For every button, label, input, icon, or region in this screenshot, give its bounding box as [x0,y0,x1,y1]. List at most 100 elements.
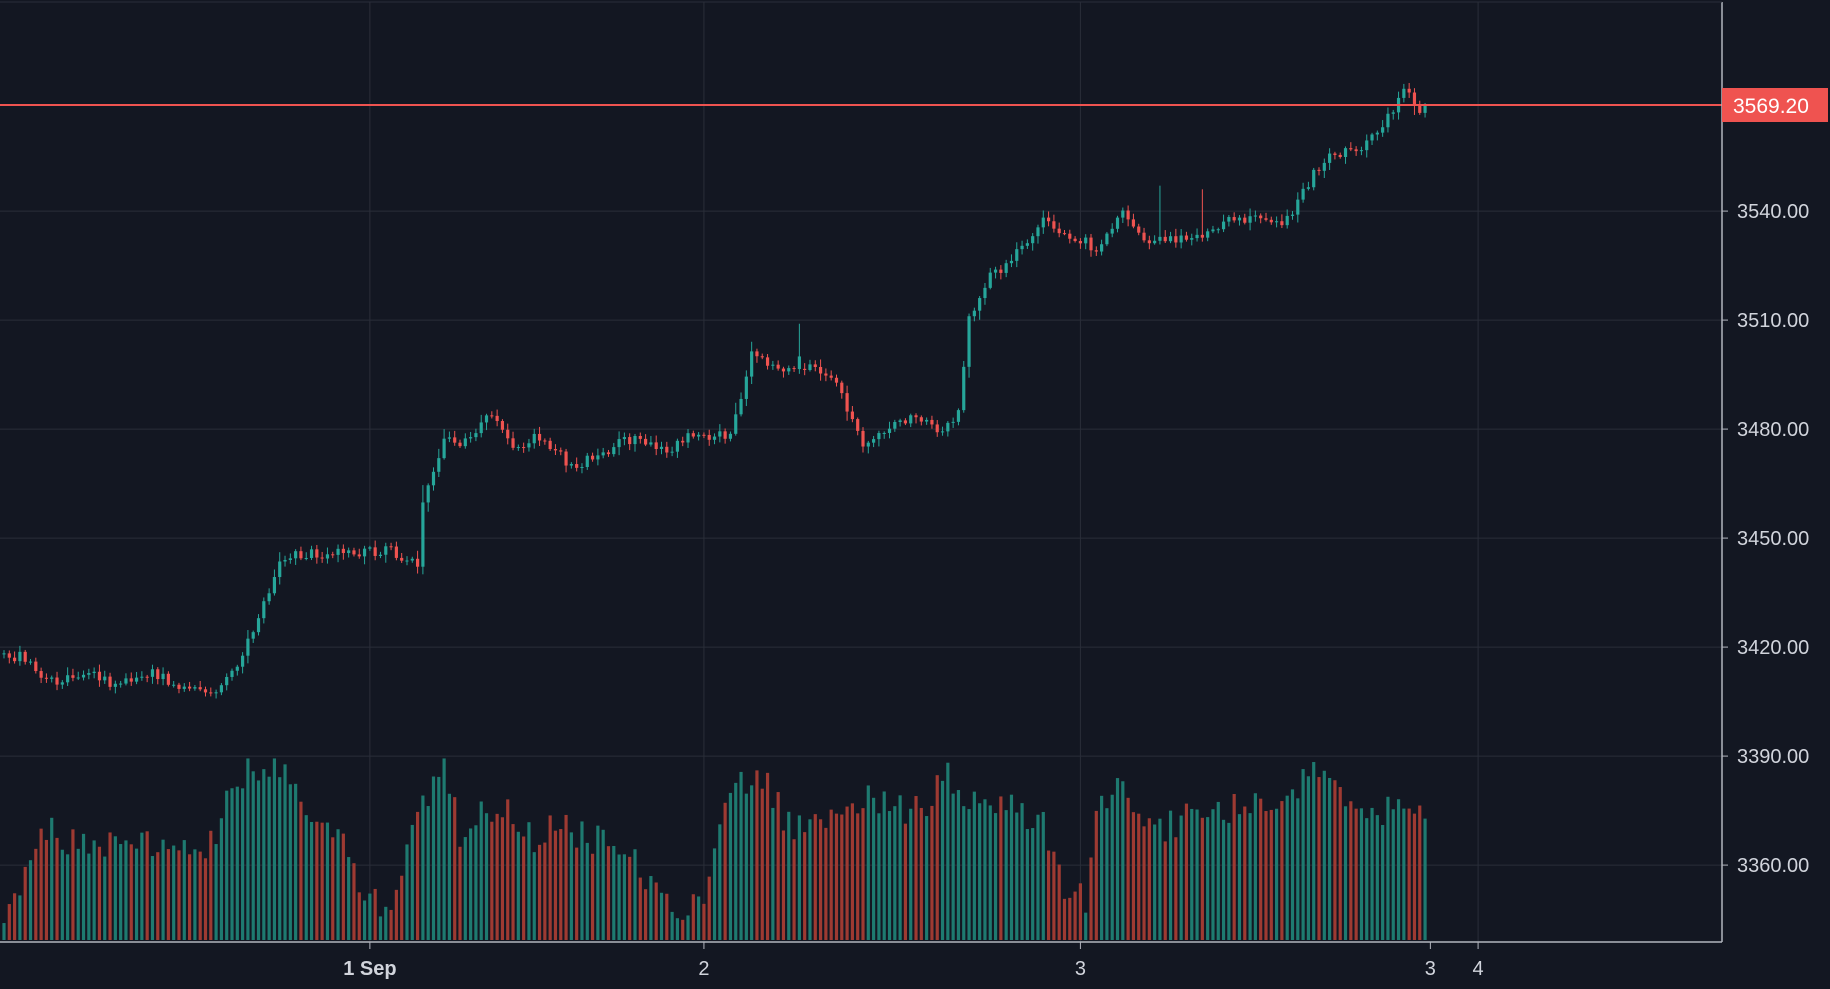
candle-body [241,655,245,667]
candle-body [919,417,923,422]
candle [744,370,748,407]
candle [145,674,149,683]
candle-body [76,677,80,679]
volume-bar [357,892,361,940]
volume-bar [1290,789,1295,940]
candle-body [1174,236,1178,243]
candle-body [580,467,584,469]
candle [919,415,923,426]
candle-body [808,364,812,370]
candle [559,447,563,456]
candle-body [585,455,589,468]
candle-body [1280,221,1284,226]
candle [1365,134,1369,158]
candle [1200,189,1204,242]
volume-bar [935,775,939,940]
candle-body [203,689,208,693]
candle [39,667,43,684]
candle [829,370,833,381]
candle-body [1121,210,1125,218]
volume-bar [909,808,913,940]
candle [824,368,828,382]
candle [108,672,112,691]
candle [601,447,605,459]
volume-bar [278,777,282,940]
candle [172,680,176,688]
candle-body [824,373,828,376]
candle [940,426,945,436]
volume-bar [294,783,298,940]
candle-body [1100,244,1104,252]
volume-bar [537,844,542,940]
candle-body [18,651,22,662]
candle-body [988,272,992,288]
candle-body [1243,217,1247,223]
candle [1221,214,1226,233]
candle [750,341,754,385]
candle-body [288,558,292,560]
candle-body [256,618,261,633]
volume-bar [71,829,75,940]
candle-body [946,422,950,432]
candle [1211,225,1215,234]
volume-bar [373,888,377,940]
candle-body [336,548,340,555]
candle-body [357,554,361,557]
volume-bar [1041,811,1045,940]
time-axis[interactable]: 1 Sep 2 3 3 4 [343,942,1484,980]
candle [511,431,515,451]
candle [760,353,764,360]
volume-bar [590,853,595,940]
volume-bar [108,832,112,940]
candle [1147,235,1151,250]
volume-bar [728,792,733,940]
candle-body [856,419,860,431]
volume-bar [548,815,552,940]
candle [585,452,589,470]
candle-body [119,683,123,685]
candle [92,667,96,679]
candle [850,406,854,423]
volume-bar [1137,813,1141,940]
volume-bar [866,785,870,940]
volume-bar [60,849,64,940]
candle [214,689,218,699]
volume-bar [1073,891,1077,940]
volume-bar [1243,806,1247,940]
volume-bar [930,805,934,940]
candle-body [1073,238,1077,242]
candle-body [1089,237,1093,251]
candle [60,680,64,689]
candle-body [368,547,372,549]
volume-bar [702,903,706,940]
candle-body [198,687,202,690]
volume-bar [824,827,828,940]
candle [1370,132,1374,145]
candle [182,683,186,692]
candle [882,431,886,439]
candle-body [967,316,971,367]
candle [1381,120,1385,137]
volume-bar [23,866,27,940]
candle-body [1179,235,1183,243]
candle [628,433,632,451]
price-tick-label: 3480.00 [1737,419,1809,441]
candle-body [829,375,833,378]
volume-bar [437,776,441,940]
price-axis[interactable]: 3540.00 3510.00 3480.00 3450.00 3420.00 3390.… [1722,201,1809,877]
candle-body [331,554,335,556]
candle-body [1062,233,1067,235]
volume-bar [707,876,711,940]
candle [967,313,971,378]
candle-body [309,549,314,558]
candle-body [484,415,489,423]
candle-body [1354,149,1358,152]
volume-histogram [2,758,1427,940]
volume-bar [612,845,616,940]
candle [1046,211,1051,227]
volume-bar [628,856,632,940]
candle-body [225,676,229,686]
volume-bar [1407,808,1411,940]
